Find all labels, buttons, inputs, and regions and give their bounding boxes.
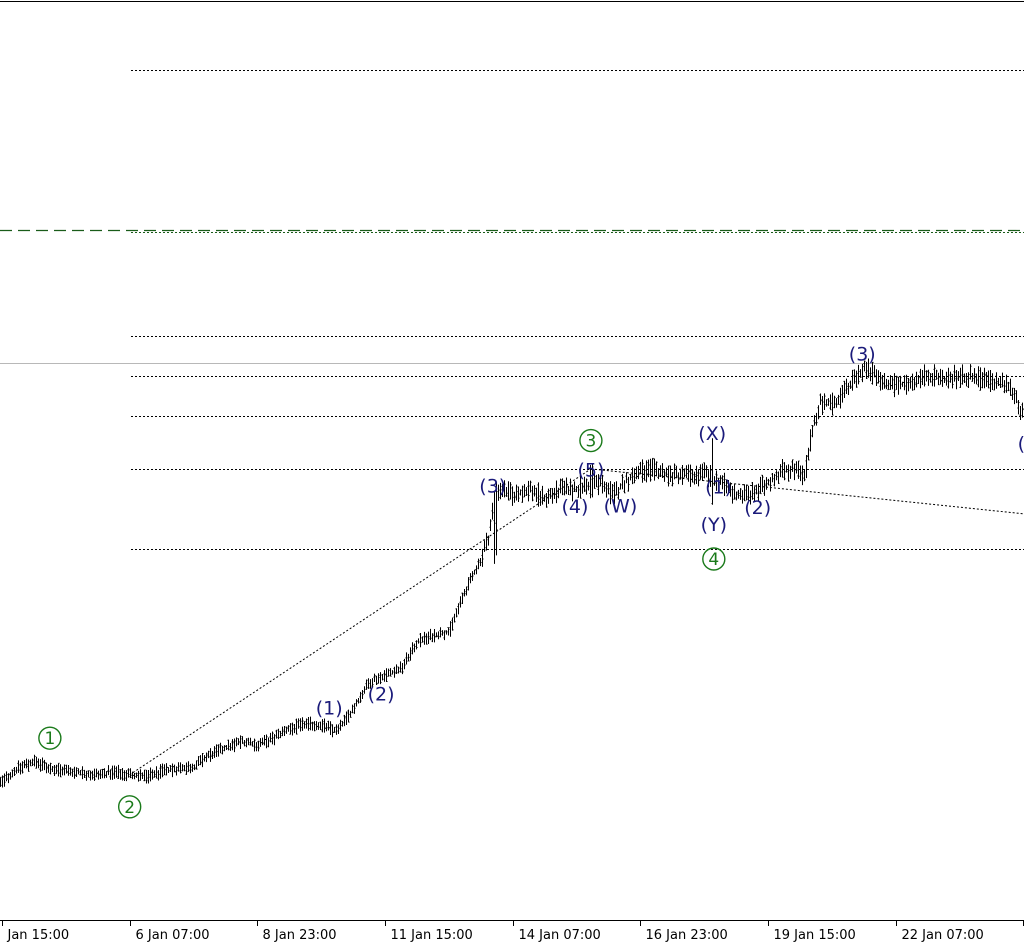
x-tick-label: Jan 15:00	[7, 928, 70, 943]
wave-label: (Y)	[701, 514, 727, 536]
x-tick-label: 16 Jan 23:00	[646, 928, 728, 943]
x-tick-label: 19 Jan 15:00	[774, 928, 856, 943]
wave-label: (W)	[604, 496, 638, 518]
x-tick-label: 6 Jan 07:00	[136, 928, 210, 943]
circled-wave-label: 3	[586, 432, 597, 452]
circled-wave-label: 2	[124, 798, 135, 818]
x-tick-label: 11 Jan 15:00	[391, 928, 473, 943]
wave-label: (4	[1018, 433, 1024, 455]
wave-label: (2)	[368, 684, 395, 706]
x-tick-label: 22 Jan 07:00	[902, 928, 984, 943]
wave-label: (X)	[698, 423, 726, 445]
price-bars	[0, 359, 1024, 788]
wave-label: (1)	[316, 697, 343, 719]
circled-wave-label: 1	[44, 729, 55, 749]
wave-label: (3)	[479, 475, 506, 497]
x-tick-label: 8 Jan 23:00	[263, 928, 337, 943]
x-axis: Jan 15:00 6 Jan 07:00 8 Jan 23:00 11 Jan 15…	[3, 920, 1024, 943]
wave-label: (1)	[705, 476, 732, 498]
circled-wave-label: 4	[708, 550, 719, 570]
trend-line	[591, 469, 1024, 516]
wave-label: (3)	[849, 343, 876, 365]
wave-label: (5)	[577, 460, 604, 482]
horizontal-levels	[0, 71, 1024, 550]
wave-labels: (1) (2) (3) (4) (5)(W) (X) (Y) (1) (2) (3) (4 1 2 3 4	[39, 343, 1024, 817]
trend-line	[130, 469, 591, 775]
wave-label: (4)	[562, 496, 589, 518]
x-tick-label: 14 Jan 07:00	[519, 928, 601, 943]
wave-label: (2)	[744, 497, 771, 519]
